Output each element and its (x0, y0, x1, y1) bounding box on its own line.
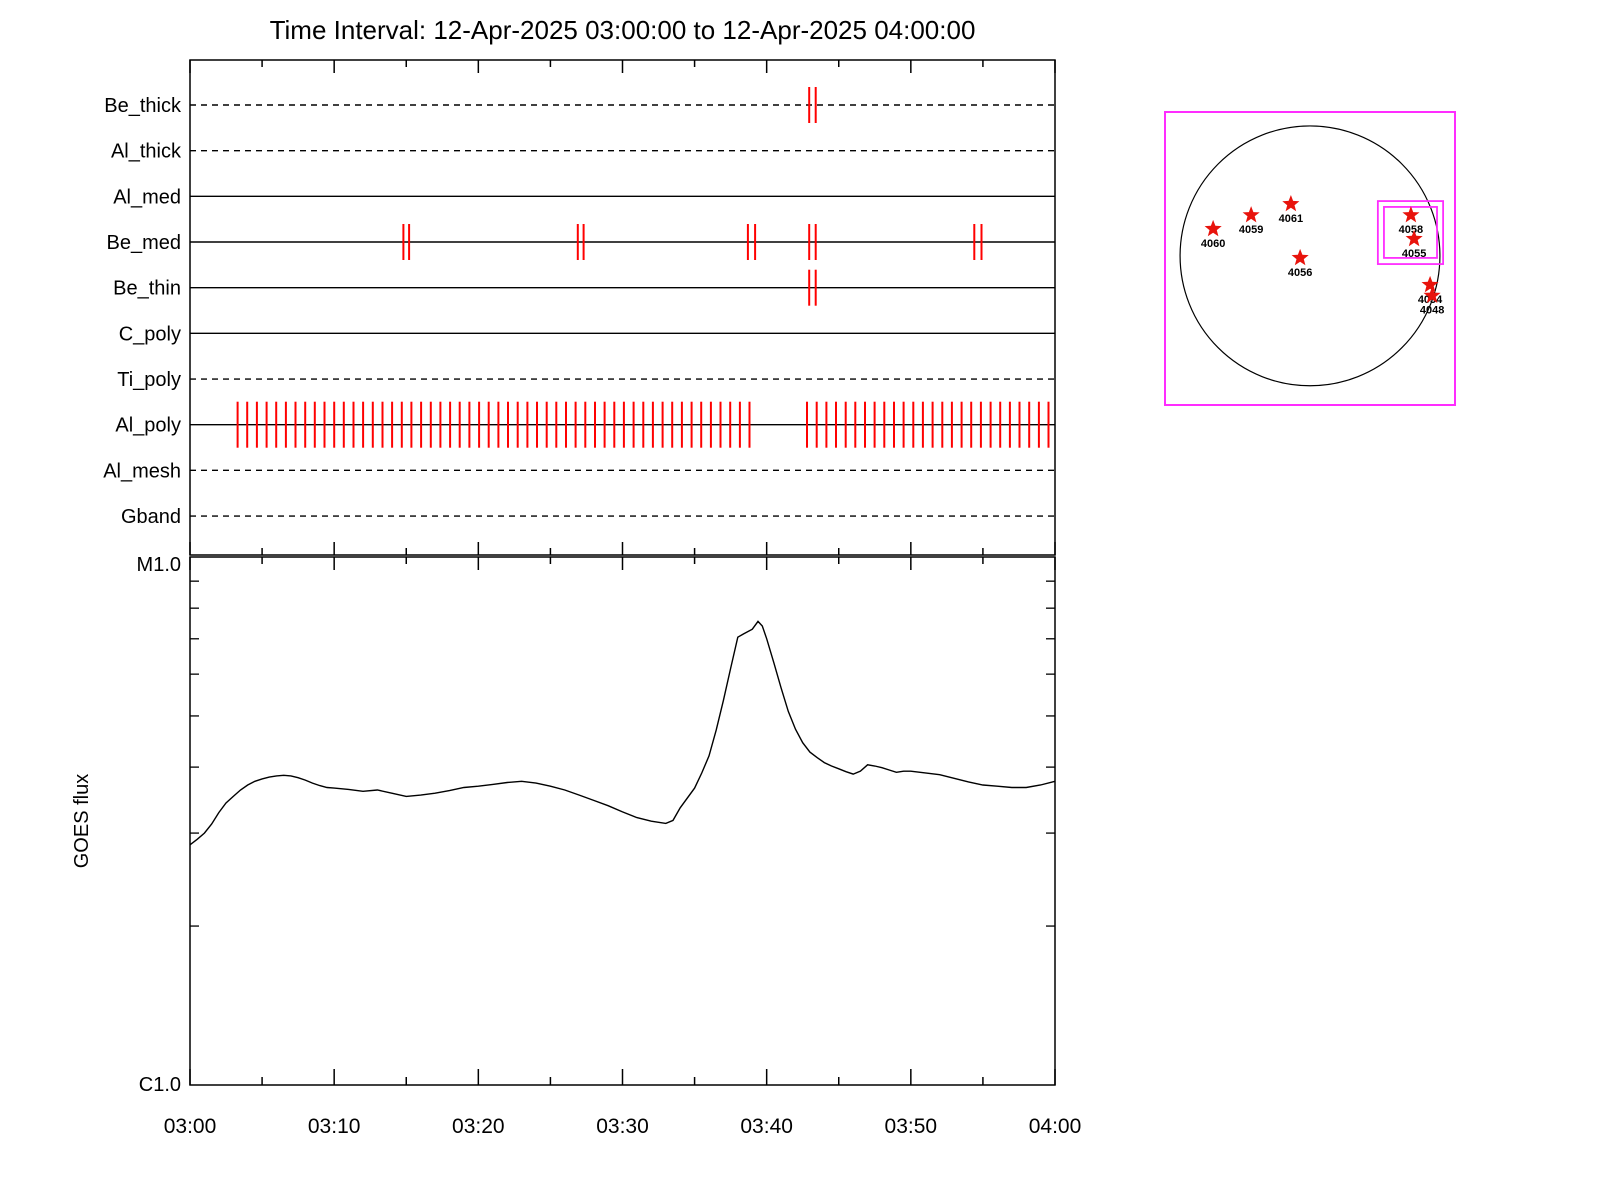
sun-inset-border (1164, 111, 1456, 406)
active-region-star-4054 (1421, 275, 1439, 293)
y-axis-top-label: M1.0 (137, 554, 181, 576)
active-region-star-4061 (1282, 195, 1300, 212)
goes-panel-border (189, 556, 1056, 1086)
page-title: Time Interval: 12-Apr-2025 03:00:00 to 1… (269, 15, 976, 45)
filter-row-label: Al_mesh (103, 460, 181, 482)
active-region-label: 4055 (1402, 248, 1426, 260)
active-region-label: 4058 (1399, 224, 1423, 236)
x-tick-label: 03:10 (308, 1115, 361, 1138)
y-axis-bottom-label: C1.0 (139, 1074, 181, 1096)
x-tick-label: 04:00 (1029, 1115, 1082, 1138)
xrt-fov-box (1376, 200, 1445, 265)
goes-flux-curve (189, 620, 1056, 846)
active-region-label: 4061 (1279, 213, 1303, 225)
filter-row-label: Be_thin (113, 278, 181, 300)
x-tick-label: 03:40 (740, 1115, 793, 1138)
xrt-fov-box-inner (1383, 206, 1438, 259)
x-tick-label: 03:50 (885, 1115, 938, 1138)
x-tick-label: 03:20 (452, 1115, 505, 1138)
active-region-star-4058 (1402, 206, 1420, 223)
active-region-star-4055 (1405, 229, 1423, 247)
filter-row-label: C_poly (119, 323, 181, 345)
filter-row-label: Gband (121, 506, 181, 528)
filter-row-label: Al_med (113, 186, 181, 208)
active-region-label: 4059 (1239, 224, 1263, 236)
filter-row-label: Al_poly (115, 415, 181, 437)
active-region-star-4059 (1242, 206, 1260, 223)
filter-row-label: Be_thick (104, 95, 182, 117)
active-region-label: 4048 (1420, 305, 1444, 317)
active-region-label: 4060 (1201, 238, 1225, 250)
sun-disk (1179, 125, 1441, 387)
active-region-star-4056 (1291, 248, 1309, 266)
filter-row-label: Ti_poly (117, 369, 181, 391)
filter-row-label: Be_med (107, 232, 182, 254)
x-tick-label: 03:30 (596, 1115, 649, 1138)
x-tick-label: 03:00 (164, 1115, 217, 1138)
active-region-label: 4056 (1288, 267, 1312, 279)
active-region-star-4048 (1423, 286, 1441, 303)
filter-row-label: Al_thick (111, 141, 182, 163)
active-region-star-4060 (1204, 219, 1222, 237)
y-axis-title: GOES flux (71, 774, 93, 868)
filter-panel-border (189, 59, 1056, 556)
